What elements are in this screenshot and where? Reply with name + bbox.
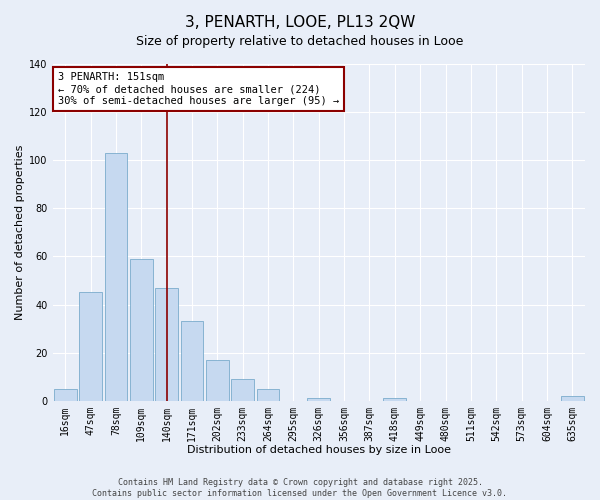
Y-axis label: Number of detached properties: Number of detached properties <box>15 144 25 320</box>
Text: Size of property relative to detached houses in Looe: Size of property relative to detached ho… <box>136 35 464 48</box>
Bar <box>383 398 406 400</box>
Bar <box>104 153 127 400</box>
Bar <box>231 379 254 400</box>
X-axis label: Distribution of detached houses by size in Looe: Distribution of detached houses by size … <box>187 445 451 455</box>
Bar <box>561 396 584 400</box>
Bar <box>181 322 203 400</box>
Bar <box>257 388 280 400</box>
Bar <box>155 288 178 401</box>
Bar <box>54 388 77 400</box>
Text: Contains HM Land Registry data © Crown copyright and database right 2025.
Contai: Contains HM Land Registry data © Crown c… <box>92 478 508 498</box>
Bar <box>206 360 229 401</box>
Text: 3, PENARTH, LOOE, PL13 2QW: 3, PENARTH, LOOE, PL13 2QW <box>185 15 415 30</box>
Bar <box>307 398 330 400</box>
Bar <box>130 259 152 400</box>
Text: 3 PENARTH: 151sqm
← 70% of detached houses are smaller (224)
30% of semi-detache: 3 PENARTH: 151sqm ← 70% of detached hous… <box>58 72 339 106</box>
Bar <box>79 292 102 401</box>
